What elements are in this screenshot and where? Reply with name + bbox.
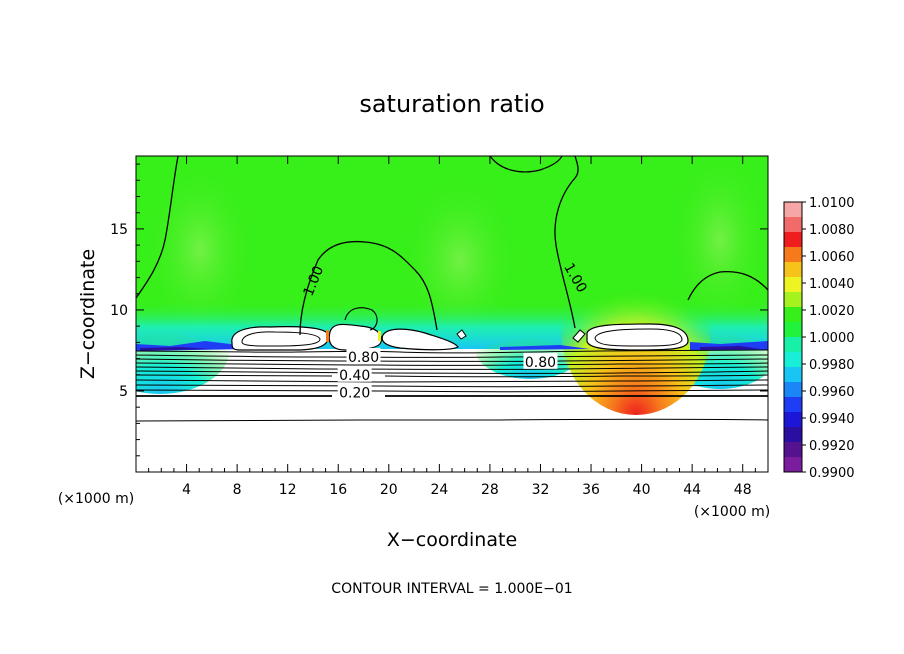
x-unit-right: (×1000 m): [694, 504, 770, 520]
cloud-edge-orange: [326, 330, 329, 342]
colorbar-label: 0.9920: [809, 439, 855, 454]
x-tick-label: 40: [633, 482, 651, 498]
contour-label-bg: [337, 383, 372, 400]
colorbar-label: 1.0000: [809, 331, 855, 346]
x-tick-label: 16: [329, 482, 347, 498]
colorbar-label: 1.0060: [809, 250, 855, 265]
colorbar-label: 1.0040: [809, 277, 855, 292]
colorbar-swatch: [784, 442, 802, 458]
cloud-2: [328, 323, 382, 351]
colorbar-swatch: [784, 322, 802, 338]
contour-1.00-right: [554, 156, 579, 329]
contour-label-text: 0.80: [348, 350, 379, 366]
contour-1.00-blob: [344, 307, 378, 331]
colorbar-swatch: [784, 367, 802, 383]
colorbar-swatch: [784, 397, 802, 413]
colorbar-swatch: [784, 412, 802, 428]
colorbar-swatch: [784, 307, 802, 323]
cloud-small-b: [572, 329, 586, 343]
colorbar-swatch: [784, 427, 802, 443]
colorbar-swatch: [784, 352, 802, 368]
cloud-4-inner: [594, 328, 683, 347]
contour-1.00-top: [489, 156, 563, 173]
colorbar: 1.0100 1.0080 1.0060 1.0040 1.0020 1.0000 0.99…: [783, 196, 855, 481]
x-axis: 4 8 12 16 20 24 28 32 36 40 44 48: [148, 156, 756, 498]
colorbar-swatch: [784, 277, 802, 293]
x-unit-left: (×1000 m): [58, 491, 134, 507]
contour-label-text: 0.20: [339, 386, 370, 402]
contour-label: 0.40: [337, 365, 372, 384]
y-axis: 5 10 15: [110, 163, 768, 457]
x-tick-label: 32: [532, 482, 550, 498]
cloud-edge-yellow: [378, 331, 381, 341]
colorbar-label: 1.0020: [809, 304, 855, 319]
colorbar-swatch: [784, 292, 802, 308]
contour-label-text: 0.80: [525, 355, 556, 371]
x-axis-label: X−coordinate: [387, 529, 517, 551]
x-tick-label: 4: [182, 482, 191, 498]
x-tick-label: 8: [233, 482, 242, 498]
lower-contours: [136, 349, 768, 422]
contour-label: 0.20: [337, 383, 372, 402]
cloud-1-inner: [241, 331, 321, 347]
colorbar-swatch: [784, 382, 802, 398]
y-tick-label: 10: [110, 303, 128, 319]
colorbar-label: 0.9940: [809, 412, 855, 427]
cloud-small-a: [456, 329, 467, 340]
contour-label: 0.80: [346, 347, 381, 366]
colorbar-swatch: [784, 217, 802, 233]
contour-label-bg: [337, 365, 372, 382]
cloud-3: [381, 328, 459, 351]
contour-field: [136, 156, 768, 472]
x-tick-label: 48: [734, 482, 752, 498]
colorbar-label: 0.9980: [809, 358, 855, 373]
colorbar-swatch: [784, 457, 802, 473]
colorbar-label: 1.0080: [809, 223, 855, 238]
x-tick-label: 20: [380, 482, 398, 498]
colorbar-label: 1.0100: [809, 196, 855, 211]
contour-1.00-dome: [299, 240, 438, 336]
chart-title: saturation ratio: [359, 90, 544, 118]
x-tick-label: 24: [430, 482, 448, 498]
colorbar-label: 0.9900: [809, 466, 855, 481]
colorbar-swatch: [784, 247, 802, 263]
y-axis-label: Z−coordinate: [77, 249, 99, 379]
contour-label-bg: [523, 352, 558, 369]
colorbar-swatch: [784, 337, 802, 353]
contour-interval-note: CONTOUR INTERVAL = 1.000E−01: [331, 581, 572, 597]
colorbar-label: 0.9960: [809, 385, 855, 400]
contour-label-text: 0.40: [339, 368, 370, 384]
y-tick-label: 5: [119, 384, 128, 400]
contour-1.00-rightmost: [687, 270, 768, 301]
contour-1.00-left: [136, 156, 179, 299]
colorbar-swatch: [784, 262, 802, 278]
light-plume-left: [145, 160, 255, 340]
contour-label: 0.80: [523, 352, 558, 371]
x-tick-label: 36: [582, 482, 600, 498]
x-tick-label: 12: [279, 482, 297, 498]
colorbar-swatch: [784, 202, 802, 218]
y-tick-label: 15: [110, 222, 128, 238]
colorbar-swatch: [784, 232, 802, 248]
contour-label-bg: [346, 347, 381, 364]
x-tick-label: 44: [683, 482, 701, 498]
x-tick-label: 28: [481, 482, 499, 498]
